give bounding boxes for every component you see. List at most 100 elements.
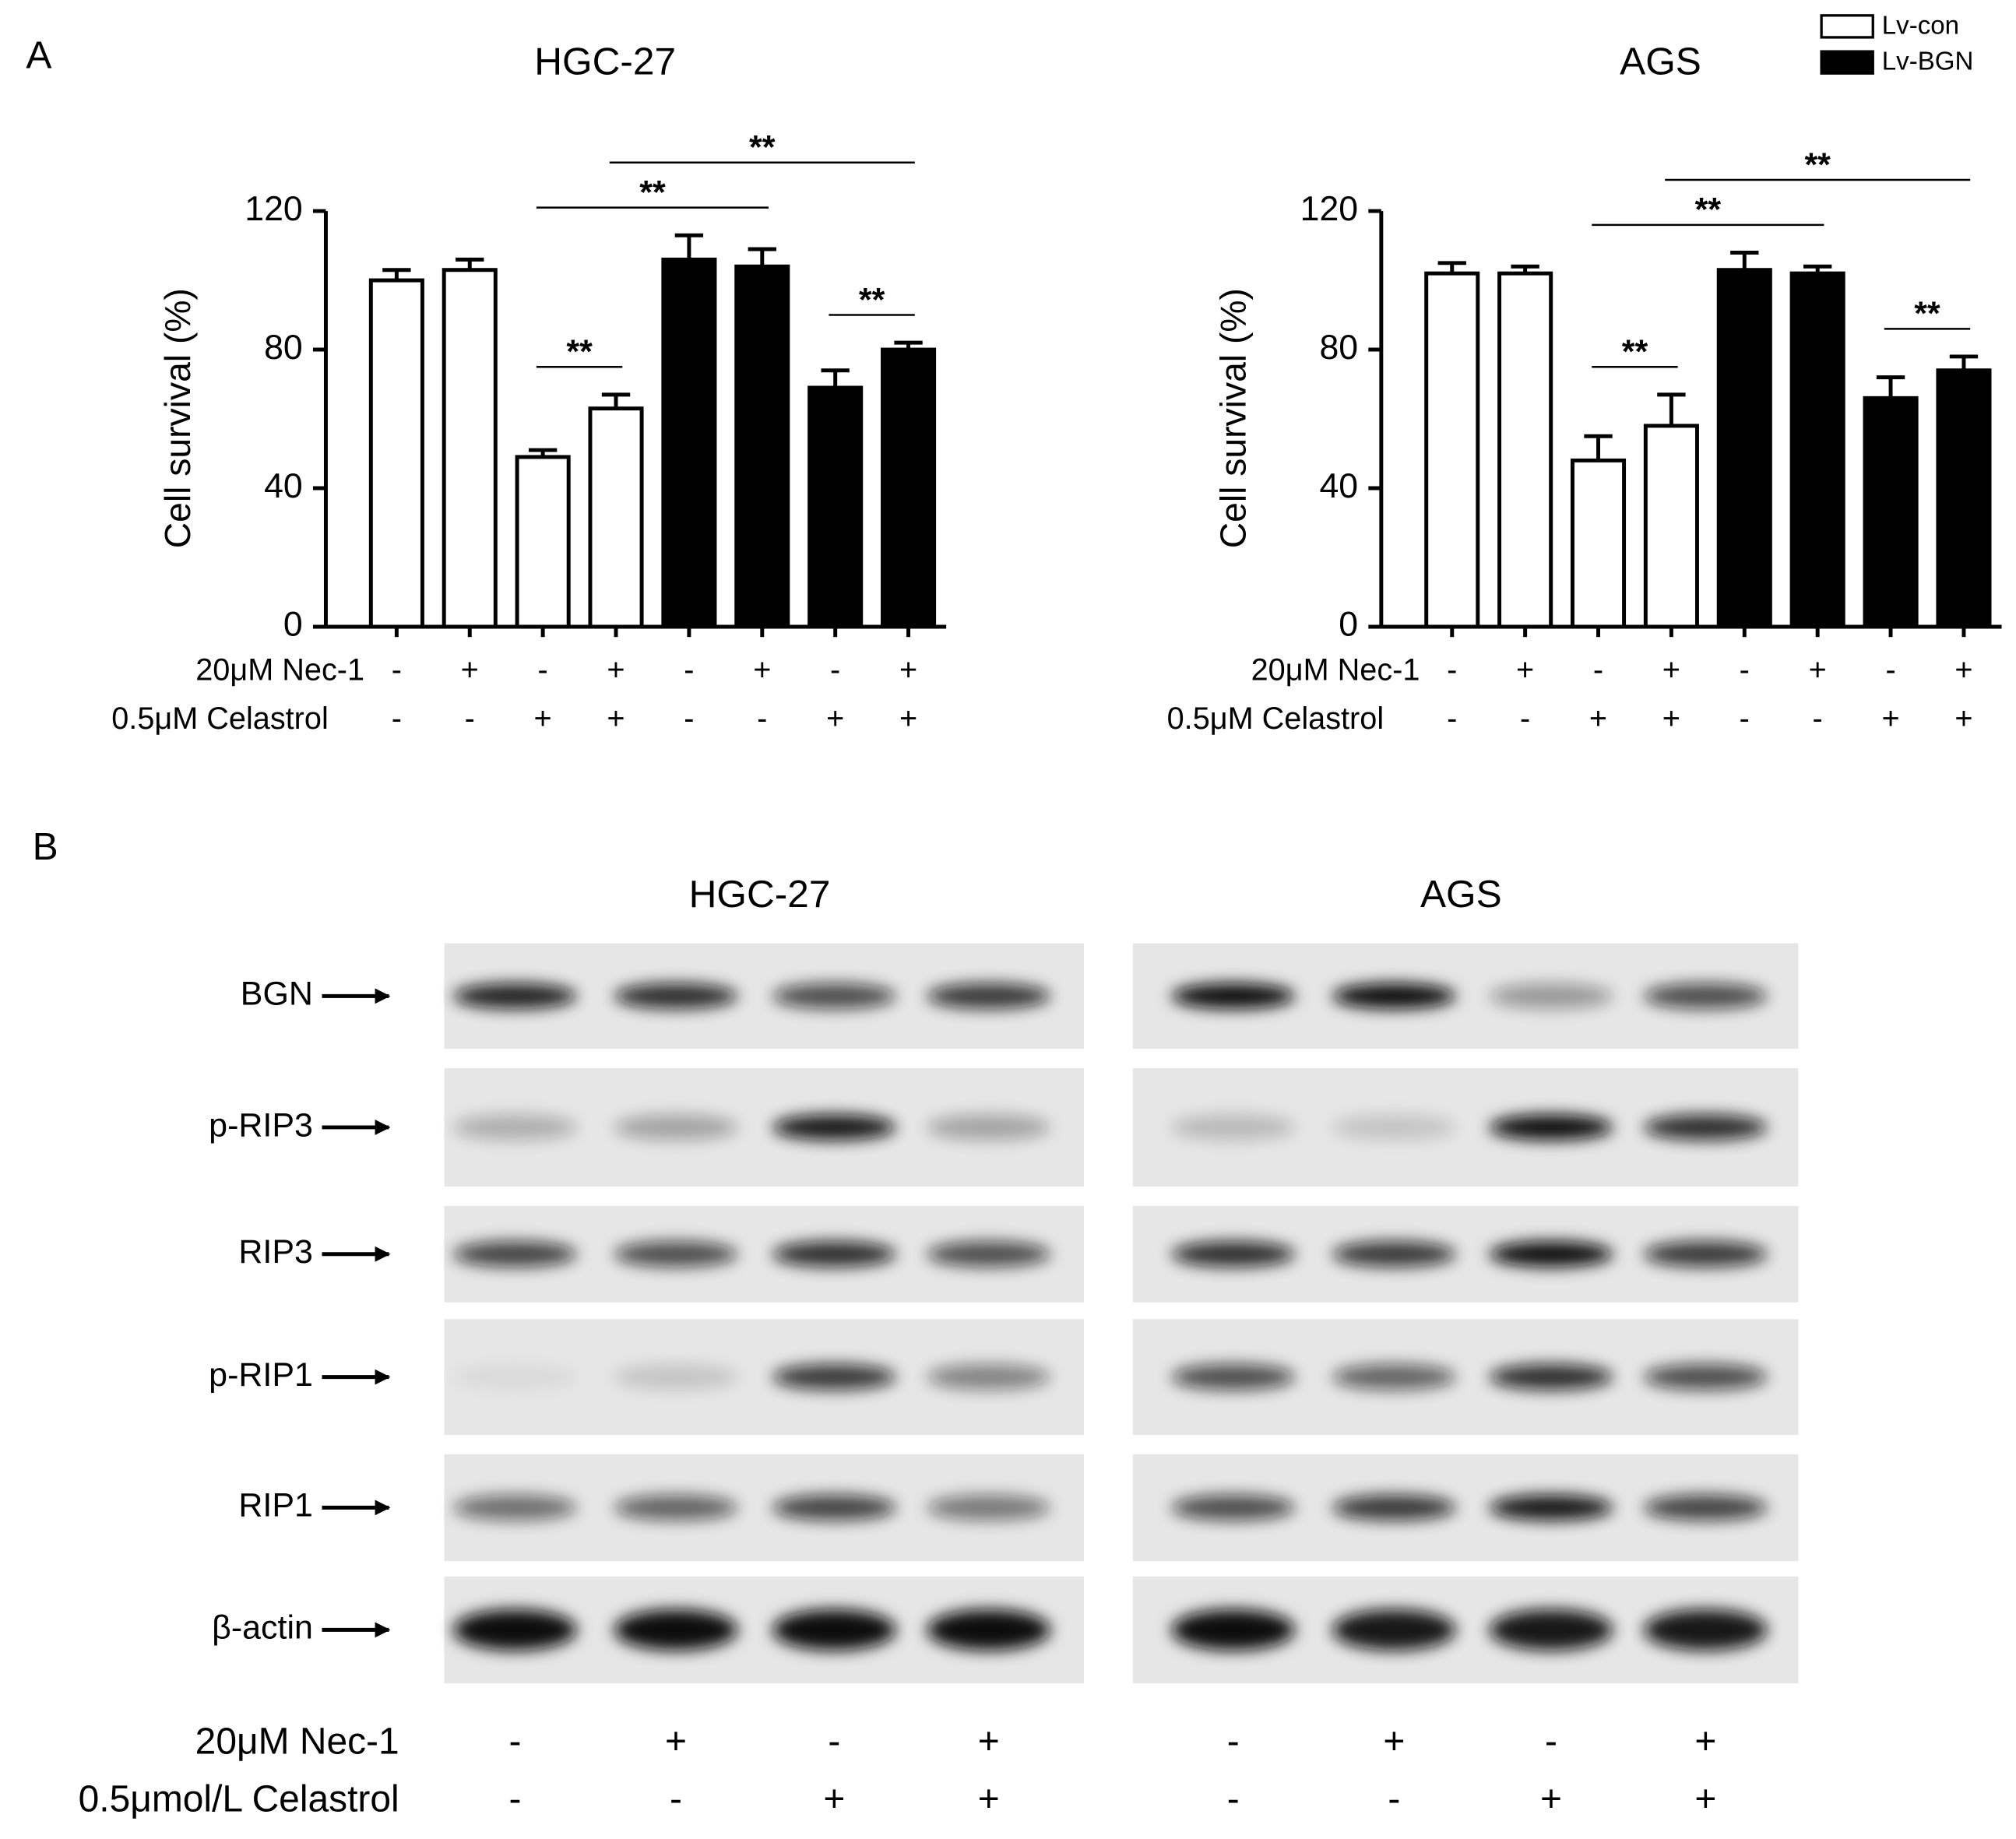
blot-band (614, 983, 738, 1009)
bar (661, 257, 717, 629)
blot-band (1489, 1114, 1613, 1141)
blot-band (614, 1114, 738, 1141)
treatment-sign: - (684, 652, 694, 687)
treatment-sign: - (538, 652, 548, 687)
bar (807, 385, 864, 629)
treatment-sign: - (828, 1721, 840, 1762)
bar (588, 406, 644, 629)
treatment-sign: + (826, 701, 844, 736)
treatment-sign: - (1593, 652, 1603, 687)
treatment-sign: + (1954, 701, 1972, 736)
protein-label: RIP1 (238, 1487, 313, 1524)
treatment-sign: + (1383, 1721, 1405, 1762)
blot-band (1332, 983, 1456, 1009)
blot-band (1489, 1364, 1613, 1391)
blot-band (453, 1241, 577, 1268)
blot-band (1644, 1241, 1768, 1268)
blot-band (1489, 983, 1613, 1009)
blot-band (927, 1114, 1051, 1141)
blot-title: HGC-27 (689, 872, 831, 916)
treatment-sign: + (1694, 1779, 1716, 1820)
blot-band (927, 1494, 1051, 1521)
legend-swatch (1820, 14, 1874, 39)
bar (1570, 458, 1627, 629)
bar (1716, 268, 1772, 629)
treatment-sign: - (1388, 1779, 1400, 1820)
blot-band (1171, 1114, 1296, 1141)
blot-band (927, 983, 1051, 1009)
blot-band (453, 1494, 577, 1521)
blot-band (453, 1609, 577, 1651)
treatment-sign: + (1516, 652, 1534, 687)
blot-band (614, 1494, 738, 1521)
y-axis-label: Cell survival (%) (1212, 288, 1253, 548)
blot-band (927, 1241, 1051, 1268)
treatment-sign: - (1545, 1721, 1557, 1762)
blot-band (614, 1241, 738, 1268)
blot-band (1332, 1364, 1456, 1391)
treatment-sign: - (1885, 652, 1895, 687)
blot-band (772, 1364, 896, 1391)
blot-band (1644, 1114, 1768, 1141)
treatment-label: 20μM Nec-1 (195, 652, 364, 687)
bar (1424, 271, 1480, 629)
bar (1497, 271, 1553, 629)
treatment-sign: + (1694, 1721, 1716, 1762)
blot-title: AGS (1420, 872, 1502, 916)
y-tick-label: 120 (1300, 190, 1358, 228)
bar (1936, 368, 1992, 629)
treatment-sign: - (1227, 1721, 1240, 1762)
y-tick-label: 0 (1339, 606, 1358, 644)
blot-band (453, 1364, 577, 1391)
protein-label: p-RIP1 (209, 1356, 313, 1394)
significance-label: ** (1914, 295, 1940, 332)
blot-band (1644, 983, 1768, 1009)
blot-band (772, 1609, 896, 1651)
treatment-sign: - (670, 1779, 682, 1820)
blot-band (1332, 1494, 1456, 1521)
significance-label: ** (859, 281, 885, 318)
chart-title: HGC-27 (534, 40, 676, 83)
bar (1643, 424, 1699, 629)
blot-band (1489, 1609, 1613, 1651)
blot-band (453, 1114, 577, 1141)
treatment-sign: - (1447, 701, 1457, 736)
y-axis-label: Cell survival (%) (157, 288, 198, 548)
treatment-sign: - (1520, 701, 1530, 736)
bar (881, 347, 937, 629)
treatment-sign: - (465, 701, 475, 736)
bar (1789, 271, 1845, 629)
chart-title: AGS (1620, 40, 1701, 83)
treatment-sign: - (757, 701, 767, 736)
treatment-sign: + (607, 652, 625, 687)
blot-band (927, 1364, 1051, 1391)
protein-label: p-RIP3 (209, 1106, 313, 1144)
legend-swatch (1820, 50, 1874, 75)
panel-label: A (26, 33, 51, 76)
treatment-sign: + (1881, 701, 1899, 736)
blot-band (772, 1114, 896, 1141)
blot-band (1171, 1609, 1296, 1651)
treatment-label: 20μM Nec-1 (195, 1721, 399, 1762)
treatment-sign: + (665, 1721, 687, 1762)
protein-label: RIP3 (238, 1233, 313, 1271)
treatment-sign: + (978, 1721, 1000, 1762)
blot-band (772, 983, 896, 1009)
treatment-sign: + (1589, 701, 1607, 736)
y-tick-label: 0 (283, 606, 303, 644)
bar (368, 278, 424, 629)
treatment-sign: + (1954, 652, 1972, 687)
bar (1863, 396, 1919, 629)
bar (442, 268, 498, 629)
blot-band (1171, 1241, 1296, 1268)
treatment-sign: + (1662, 652, 1680, 687)
bar (515, 455, 571, 629)
significance-label: ** (1695, 192, 1722, 229)
legend-label: Lv-con (1882, 11, 1959, 40)
significance-label: ** (749, 129, 776, 167)
protein-label: β-actin (212, 1609, 313, 1647)
treatment-sign: + (461, 652, 479, 687)
blot-band (1171, 983, 1296, 1009)
treatment-sign: + (899, 652, 917, 687)
